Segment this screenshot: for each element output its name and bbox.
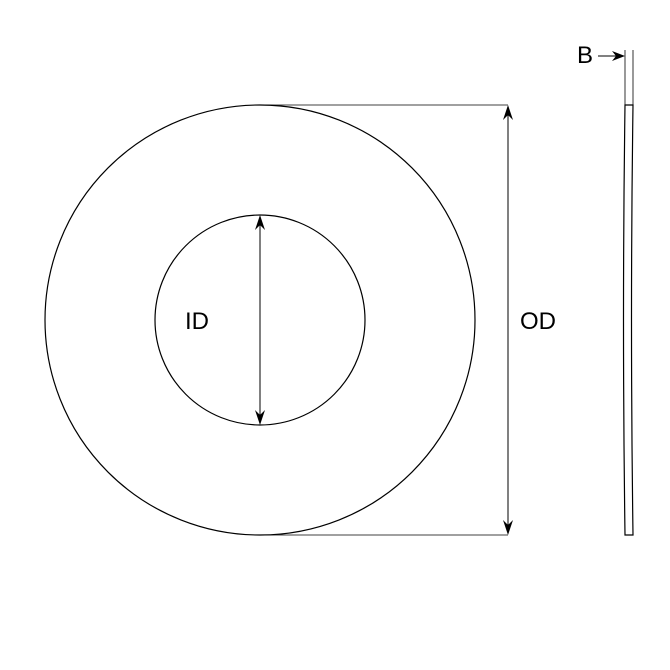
side-view-profile <box>624 105 634 535</box>
id-label: ID <box>185 308 209 336</box>
washer-diagram <box>0 0 670 670</box>
b-label: B <box>577 42 593 70</box>
od-label: OD <box>520 308 556 336</box>
